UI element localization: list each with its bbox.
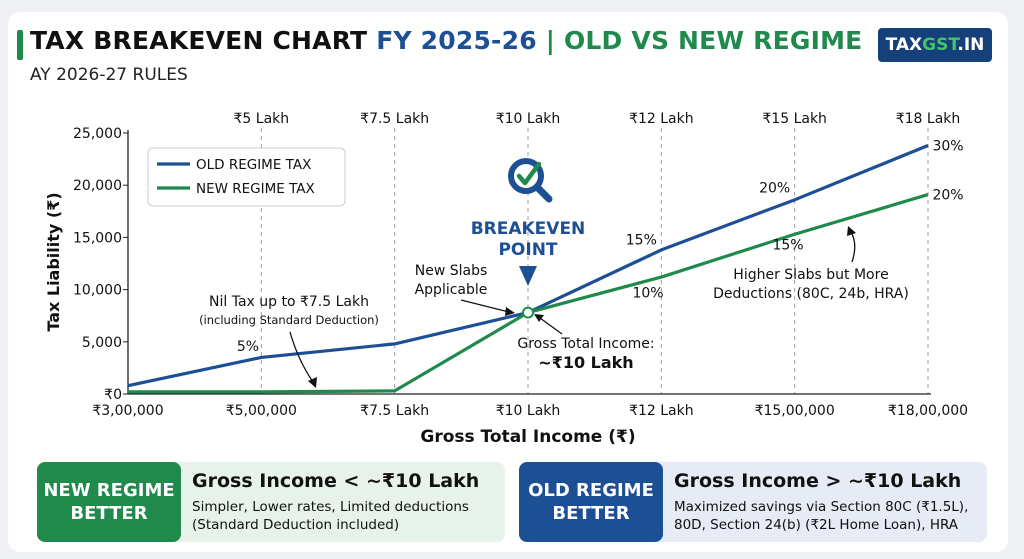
legend-label: OLD REGIME TAX xyxy=(196,157,311,173)
old-regime-tag: OLD REGIME BETTER xyxy=(519,462,663,542)
old-regime-heading: Gross Income > ~₹10 Lakh xyxy=(674,470,962,492)
top-income-label: ₹12 Lakh xyxy=(629,111,694,127)
title-fy: FY 2025-26 xyxy=(376,26,537,55)
page-subtitle: AY 2026-27 RULES xyxy=(30,65,188,85)
gross-income-label-line1: Gross Total Income: xyxy=(517,336,654,352)
higher-slabs-label-line1: Higher Slabs but More xyxy=(733,267,888,283)
nil-tax-arrowhead xyxy=(308,377,317,388)
y-tick-labels: ₹0 5,000 10,000 15,000 20,000 25,000 xyxy=(73,126,128,403)
checkmark-icon xyxy=(516,161,542,186)
x-tick-labels: ₹3,00,000 ₹5,00,000 ₹7.5 Lakh ₹10 Lakh ₹12 L… xyxy=(92,403,968,419)
breakeven-pointer xyxy=(519,266,537,286)
new-slabs-label-line2: Applicable xyxy=(415,282,488,298)
magnifier-handle xyxy=(533,183,553,203)
y-tick-label: 15,000 xyxy=(73,230,122,246)
new-regime-description: Simpler, Lower rates, Limited deductions… xyxy=(192,499,469,533)
y-tick-label: ₹0 xyxy=(104,387,122,403)
rate-label: 20% xyxy=(759,180,790,196)
higher-slabs-arrow xyxy=(850,231,856,263)
legend-box xyxy=(147,147,346,207)
new-regime-tag: NEW REGIME BETTER xyxy=(37,462,181,542)
top-income-labels: ₹5 Lakh ₹7.5 Lakh ₹10 Lakh ₹12 Lakh ₹15 Lakh… xyxy=(234,111,961,127)
y-tick-label: 25,000 xyxy=(73,126,122,142)
nil-tax-label-line1: Nil Tax up to ₹7.5 Lakh xyxy=(209,294,369,310)
top-income-label: ₹7.5 Lakh xyxy=(360,111,429,127)
rate-label: 10% xyxy=(632,286,663,302)
new-slabs-arrowhead xyxy=(505,307,515,316)
breakeven-magnifier-icon xyxy=(508,158,553,203)
x-tick-label: ₹15,00,000 xyxy=(755,403,835,419)
old-regime-panel: OLD REGIME BETTER Gross Income > ~₹10 Lak… xyxy=(519,462,987,542)
gross-income-arrow xyxy=(539,317,563,335)
higher-slabs-arrowhead xyxy=(847,226,856,236)
gross-income-label-line2: ~₹10 Lakh xyxy=(538,353,633,372)
x-tick-label: ₹10 Lakh xyxy=(496,403,561,419)
title-accent-bar xyxy=(17,30,23,60)
x-tick-label: ₹5,00,000 xyxy=(226,403,297,419)
top-income-label: ₹10 Lakh xyxy=(496,111,561,127)
y-tick-label: 5,000 xyxy=(82,335,122,351)
gross-income-arrowhead xyxy=(534,314,544,322)
new-slabs-arrow xyxy=(460,299,510,313)
breakeven-label-line2: POINT xyxy=(498,240,557,260)
rate-label: 20% xyxy=(932,188,963,204)
tax-breakeven-chart: ₹0 5,000 10,000 15,000 20,000 25,000 ₹3,00,00… xyxy=(44,111,968,447)
old-regime-description: Maximized savings via Section 80C (₹1.5L… xyxy=(674,499,969,533)
breakeven-marker xyxy=(522,306,534,319)
title-main: TAX BREAKEVEN CHART xyxy=(30,26,377,55)
y-tick-label: 20,000 xyxy=(73,178,122,194)
top-income-label: ₹5 Lakh xyxy=(234,111,290,127)
higher-slabs-label-line2: Deductions (80C, 24b, HRA) xyxy=(713,286,909,302)
new-regime-heading: Gross Income < ~₹10 Lakh xyxy=(192,470,480,492)
x-tick-label: ₹12 Lakh xyxy=(629,403,694,419)
nil-tax-arrow xyxy=(289,331,314,383)
y-tick-label: 10,000 xyxy=(73,283,122,299)
x-axis-label: Gross Total Income (₹) xyxy=(420,427,635,447)
top-income-label: ₹15 Lakh xyxy=(762,111,827,127)
chart-axes xyxy=(127,130,931,395)
page-title: TAX BREAKEVEN CHART FY 2025-26 | OLD VS … xyxy=(30,26,862,55)
new-regime-panel: NEW REGIME BETTER Gross Income < ~₹10 Lak… xyxy=(37,462,505,542)
y-axis-label: Tax Liability (₹) xyxy=(44,192,63,331)
title-comparison: | OLD VS NEW REGIME xyxy=(536,26,863,55)
x-tick-label: ₹18,00,000 xyxy=(888,403,968,419)
x-tick-label: ₹3,00,000 xyxy=(92,403,163,419)
rate-label: 15% xyxy=(772,238,803,254)
x-tick-label: ₹7.5 Lakh xyxy=(360,403,429,419)
nil-tax-label-line2: (including Standard Deduction) xyxy=(199,313,379,327)
new-slabs-label-line1: New Slabs xyxy=(415,263,488,279)
rate-label: 5% xyxy=(237,339,259,355)
rate-label: 15% xyxy=(626,232,657,248)
brand-logo: TAXGST.IN xyxy=(878,28,992,62)
top-income-label: ₹18 Lakh xyxy=(896,111,961,127)
rate-labels: 5% 15% 20% 30% 10% 15% 20% xyxy=(237,139,964,355)
breakeven-label-line1: BREAKEVEN xyxy=(471,219,586,239)
rate-label: 30% xyxy=(932,139,963,155)
chart-legend: OLD REGIME TAX NEW REGIME TAX xyxy=(147,147,346,207)
legend-label: NEW REGIME TAX xyxy=(196,181,315,197)
